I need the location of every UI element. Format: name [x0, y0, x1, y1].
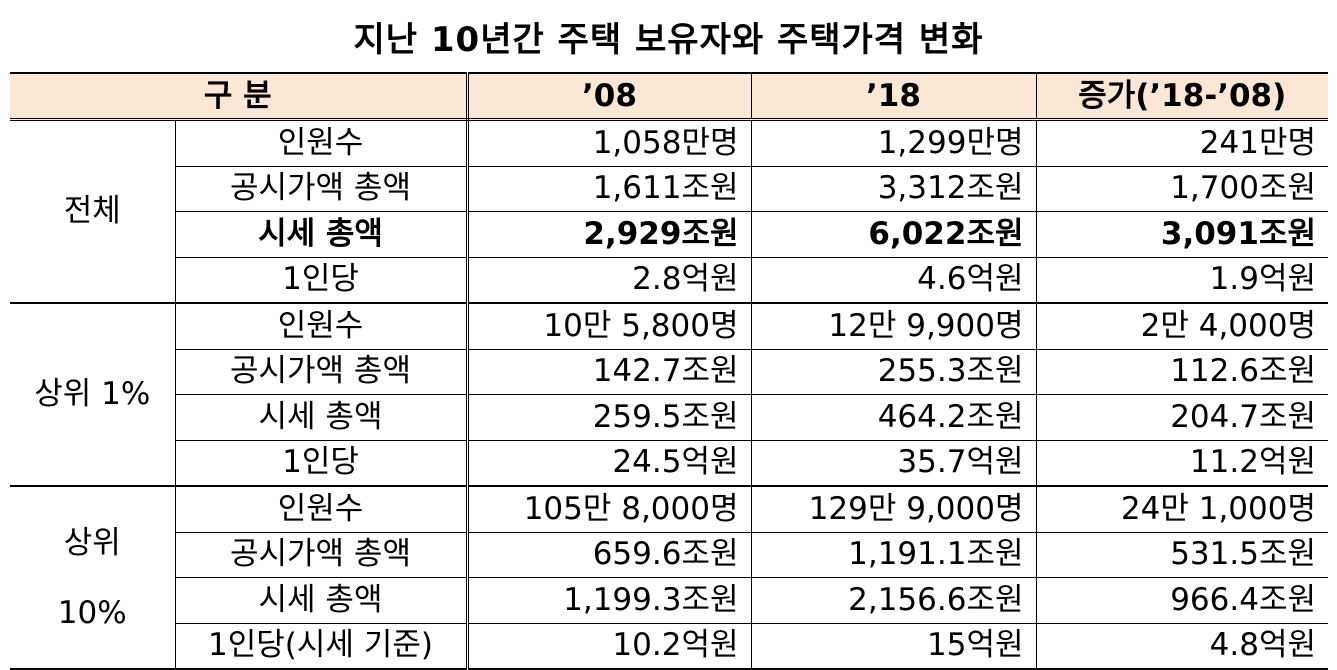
table-row: 공시가액 총액 1,611조원 3,312조원 1,700조원 — [10, 165, 1328, 212]
table-row: 상위 1% 인원수 10만 5,800명 12만 9,900명 2만 4,000… — [10, 302, 1328, 487]
value-increase: 966.4조원 — [1035, 577, 1328, 623]
header-row: 구 분 ’08 ’18 증가(’18-’08) — [10, 72, 1328, 121]
value-2008: 10만 5,800명 — [467, 302, 751, 349]
value-increase: 112.6조원 — [1035, 348, 1328, 395]
value-2018: 12만 9,900명 — [750, 302, 1036, 349]
row-label: 공시가액 총액 — [175, 531, 469, 578]
row-label: 1인당 — [175, 256, 469, 303]
value-2008: 1,199.3조원 — [467, 577, 751, 623]
value-2008: 10.2억원 — [467, 622, 751, 670]
row-label: 시세 총액 — [175, 577, 469, 623]
value-increase: 241만명 — [1035, 118, 1328, 166]
row-label: 시세 총액 — [175, 394, 469, 440]
table-row: 시세 총액 259.5조원 464.2조원 204.7조원 — [10, 394, 1328, 440]
value-increase: 11.2억원 — [1035, 439, 1328, 486]
value-2008: 2.8억원 — [467, 256, 751, 303]
row-label: 공시가액 총액 — [175, 165, 469, 212]
value-increase: 3,091조원 — [1035, 211, 1328, 257]
row-label: 1인당(시세 기준) — [175, 622, 469, 670]
value-increase: 1,700조원 — [1035, 165, 1328, 212]
housing-table: 구 분 ’08 ’18 증가(’18-’08) 전체 인원수 1,058만명 1… — [10, 72, 1328, 670]
table-row: 1인당 2.8억원 4.6억원 1.9억원 — [10, 256, 1328, 303]
value-2008: 105만 8,000명 — [467, 485, 751, 532]
header-increase: 증가(’18-’08) — [1035, 72, 1328, 121]
value-2008: 1,611조원 — [467, 165, 751, 212]
header-2018: ’18 — [750, 72, 1036, 121]
value-increase: 2만 4,000명 — [1035, 302, 1328, 349]
value-2018: 255.3조원 — [750, 348, 1036, 395]
table-row: 시세 총액 1,199.3조원 2,156.6조원 966.4조원 — [10, 577, 1328, 623]
value-2018: 464.2조원 — [750, 394, 1036, 440]
value-increase: 1.9억원 — [1035, 256, 1328, 303]
group-label-total: 전체 — [10, 118, 176, 304]
value-2008: 1,058만명 — [467, 118, 751, 166]
row-label: 인원수 — [175, 485, 469, 532]
value-2018: 3,312조원 — [750, 165, 1036, 212]
value-increase: 531.5조원 — [1035, 531, 1328, 578]
row-label: 인원수 — [175, 118, 469, 166]
value-2018: 4.6억원 — [750, 256, 1036, 303]
row-label: 시세 총액 — [175, 211, 469, 257]
value-2008: 142.7조원 — [467, 348, 751, 395]
value-2008: 659.6조원 — [467, 531, 751, 578]
value-increase: 4.8억원 — [1035, 622, 1328, 670]
row-label: 인원수 — [175, 302, 469, 349]
value-2008: 259.5조원 — [467, 394, 751, 440]
value-increase: 24만 1,000명 — [1035, 485, 1328, 532]
table-row: 전체 인원수 1,058만명 1,299만명 241만명 — [10, 118, 1328, 304]
value-2018: 35.7억원 — [750, 439, 1036, 486]
value-2018: 15억원 — [750, 622, 1036, 670]
page-title: 지난 10년간 주택 보유자와 주택가격 변화 — [353, 20, 984, 60]
row-label: 1인당 — [175, 439, 469, 486]
value-2018: 6,022조원 — [750, 211, 1036, 257]
value-2018: 2,156.6조원 — [750, 577, 1036, 623]
value-2008: 24.5억원 — [467, 439, 751, 486]
group-label-top10: 상위 10% — [10, 485, 176, 670]
group-label-line: 10% — [57, 594, 127, 631]
table-row: 1인당 24.5억원 35.7억원 11.2억원 — [10, 439, 1328, 486]
header-2008: ’08 — [466, 72, 751, 121]
value-increase: 204.7조원 — [1035, 394, 1328, 440]
value-2008: 2,929조원 — [467, 211, 751, 257]
table-row: 공시가액 총액 142.7조원 255.3조원 112.6조원 — [10, 348, 1328, 395]
value-2018: 129만 9,000명 — [750, 485, 1036, 532]
table-row: 시세 총액 2,929조원 6,022조원 3,091조원 — [10, 211, 1328, 257]
table-row: 상위 10% 인원수 105만 8,000명 129만 9,000명 24만 1… — [10, 485, 1328, 670]
group-label-line: 상위 — [63, 524, 121, 561]
table-row: 1인당(시세 기준) 10.2억원 15억원 4.8억원 — [10, 622, 1328, 670]
value-2018: 1,299만명 — [750, 118, 1036, 166]
header-category: 구 분 — [10, 72, 469, 121]
row-label: 공시가액 총액 — [175, 348, 469, 395]
table-row: 공시가액 총액 659.6조원 1,191.1조원 531.5조원 — [10, 531, 1328, 578]
value-2018: 1,191.1조원 — [750, 531, 1036, 578]
group-label-top1: 상위 1% — [10, 302, 176, 487]
